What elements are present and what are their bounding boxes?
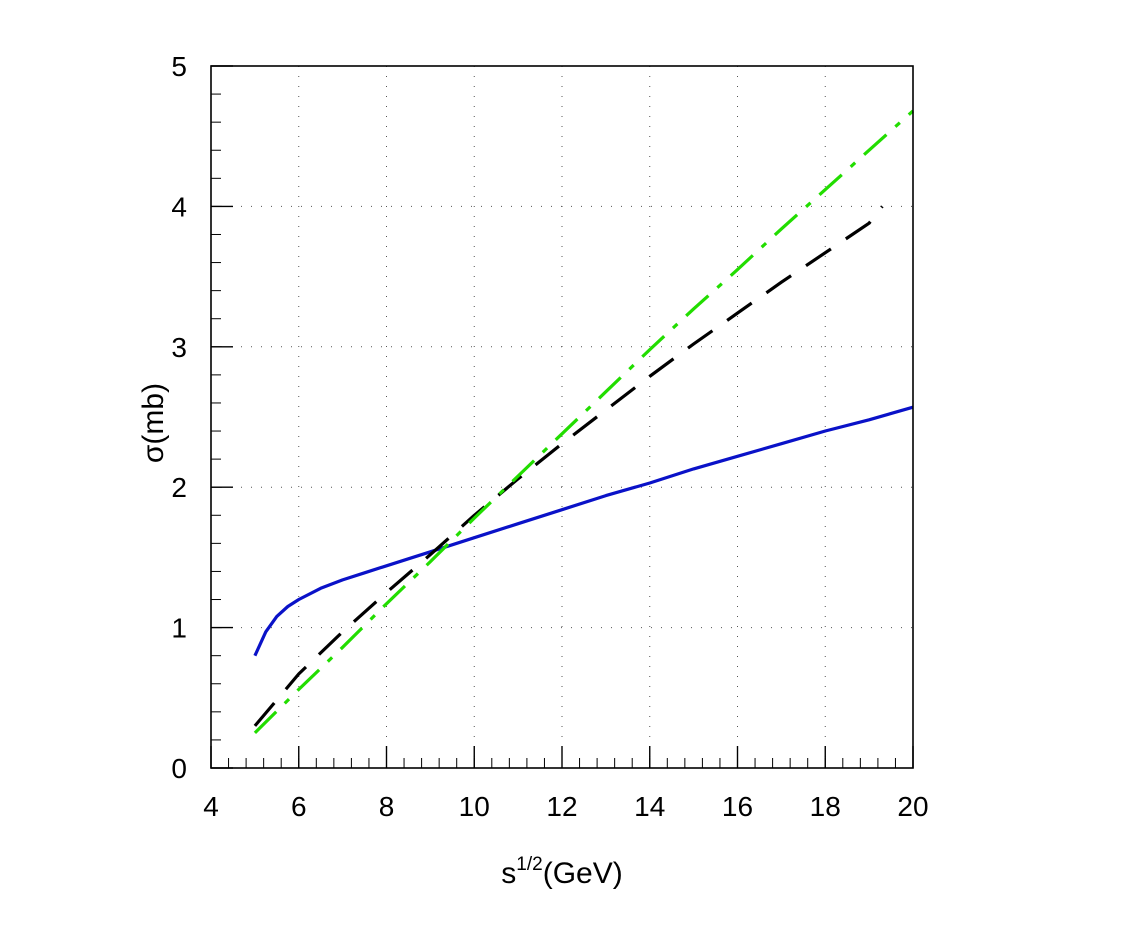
x-axis-label: s1/2(GeV)	[501, 854, 622, 890]
x-tick-label: 10	[459, 791, 490, 822]
x-axis-label-superscript: 1/2	[516, 854, 542, 875]
minor-ticks	[210, 65, 914, 769]
y-tick-label: 1	[171, 613, 187, 644]
gridlines	[211, 66, 913, 768]
y-tick-labels: 0 1 2 3 4 5	[171, 51, 187, 784]
y-tick-label: 2	[171, 472, 187, 503]
x-tick-label: 12	[546, 791, 577, 822]
x-tick-label: 14	[634, 791, 665, 822]
x-axis-label-base: s	[501, 857, 516, 890]
x-tick-label: 16	[722, 791, 753, 822]
x-tick-label: 8	[379, 791, 395, 822]
x-tick-label: 4	[203, 791, 219, 822]
x-tick-label: 18	[810, 791, 841, 822]
plot-frame	[210, 65, 914, 769]
x-tick-label: 6	[291, 791, 307, 822]
series-line-2	[253, 205, 884, 727]
y-tick-label: 4	[171, 191, 187, 222]
y-axis-label: σ(mb)	[137, 383, 170, 463]
series-line-1	[253, 405, 914, 657]
y-tick-label: 0	[171, 753, 187, 784]
x-axis-label-unit: (GeV)	[543, 857, 623, 890]
series-layer	[253, 109, 915, 735]
x-tick-labels: 4 6 8 10 12 14 16 18 20	[203, 791, 928, 822]
y-tick-label: 5	[171, 51, 187, 82]
y-tick-label: 3	[171, 332, 187, 363]
x-tick-label: 20	[897, 791, 928, 822]
